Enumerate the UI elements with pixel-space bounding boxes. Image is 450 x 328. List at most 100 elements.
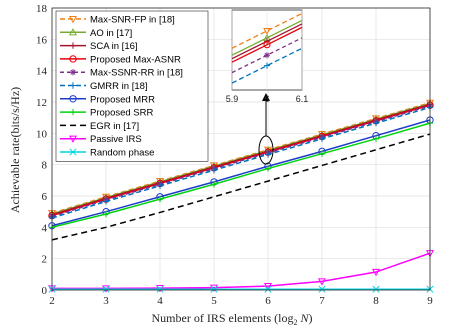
inset-data-point	[264, 62, 270, 69]
y-tick-label: 2	[42, 254, 48, 266]
zoom-arrow-head	[262, 93, 270, 101]
inset-series-line	[231, 47, 303, 84]
legend-marker	[69, 69, 77, 76]
series-line	[51, 119, 431, 227]
data-point	[372, 119, 380, 127]
legend-label: AO in [17]	[90, 28, 132, 39]
y-tick-label: 8	[42, 160, 48, 172]
data-point	[156, 182, 164, 190]
data-point	[263, 283, 273, 291]
x-axis-ticks: 2 3 4 5 6 7 8 9	[49, 295, 433, 307]
legend-marker	[69, 95, 77, 103]
data-point	[210, 181, 218, 188]
legend-label: Proposed MRR	[90, 94, 155, 105]
series-line	[52, 252, 431, 290]
series-line	[51, 105, 431, 218]
x-axis-label: Number of IRS elements (log2 N)	[152, 311, 313, 327]
inset-tick-label: 5.9	[226, 94, 239, 104]
legend-entry: Proposed SRR	[60, 108, 154, 119]
y-axis-label: Achievable rate(bits/s/Hz)	[8, 87, 22, 213]
legend-entry: EGR in [17]	[60, 121, 139, 132]
data-point	[317, 278, 327, 286]
legend-entry: Random phase	[60, 148, 154, 159]
legend-box	[55, 10, 209, 162]
legend-marker	[69, 108, 77, 116]
x-tick-label: 9	[427, 295, 433, 307]
inset-series-line	[231, 26, 303, 63]
data-point	[318, 150, 326, 157]
inset-series-line	[231, 12, 303, 49]
x-tick-label: 5	[211, 295, 217, 307]
series-line	[51, 102, 431, 215]
series-6	[48, 116, 434, 230]
data-point	[264, 165, 272, 172]
legend-label: GMRR in [18]	[90, 81, 148, 92]
legend-marker	[68, 28, 78, 36]
legend-marker	[69, 148, 77, 156]
legend-label: EGR in [17]	[90, 121, 139, 132]
data-point	[156, 285, 164, 293]
series-8	[51, 133, 431, 241]
legend-marker	[69, 42, 77, 49]
x-tick-label: 8	[373, 295, 379, 307]
legend: Max-SNR-FP in [18] AO in [17] SCA in [16] P…	[55, 10, 209, 162]
x-tick-label: 6	[265, 295, 271, 307]
data-point	[210, 285, 218, 293]
x-tick-label: 7	[319, 295, 325, 307]
legend-label: SCA in [16]	[90, 41, 138, 52]
data-point	[102, 198, 110, 205]
data-point	[102, 210, 110, 218]
inset-data-point	[263, 27, 271, 35]
plot-frame	[51, 7, 431, 291]
y-tick-label: 14	[36, 66, 48, 78]
data-point	[210, 166, 218, 174]
legend-marker	[69, 82, 77, 89]
series-line	[51, 122, 431, 229]
x-tick-label: 2	[49, 295, 55, 307]
legend-label: Max-SSNR-RR in [18]	[90, 68, 183, 79]
series-9	[47, 250, 435, 293]
legend-marker	[68, 15, 78, 24]
y-tick-label: 16	[36, 34, 48, 46]
inset-series-3	[231, 26, 303, 63]
inset-series-0	[231, 12, 303, 49]
legend-entry: AO in [17]	[60, 28, 132, 39]
inset-tick-label: 6	[264, 94, 269, 104]
inset-tick-label: 6.1	[296, 94, 309, 104]
legend-entry: Max-SNR-FP in [18]	[60, 15, 175, 26]
data-point	[318, 135, 326, 143]
data-point	[102, 285, 110, 293]
legend-entry: Proposed MRR	[60, 94, 155, 105]
y-tick-label: 12	[36, 97, 47, 109]
x-tick-label: 4	[157, 295, 163, 307]
x-tick-label: 3	[103, 295, 109, 307]
legend-marker	[68, 135, 78, 143]
data-point	[371, 268, 381, 277]
inset-data-point	[264, 52, 270, 59]
data-point	[264, 285, 272, 293]
inset-series-5	[231, 47, 303, 84]
y-tick-label: 10	[36, 128, 48, 140]
legend-label: Max-SNR-FP in [18]	[90, 15, 175, 26]
legend-label: Random phase	[90, 148, 154, 159]
legend-marker	[69, 55, 77, 63]
data-point	[155, 285, 165, 293]
legend-label: Proposed Max-ASNR	[90, 54, 181, 65]
inset-zoom-plot: 5.9 6 6.1	[226, 9, 309, 104]
data-point	[264, 151, 272, 158]
legend-entry: GMRR in [18]	[60, 81, 148, 92]
data-point	[372, 135, 380, 143]
series-10	[48, 285, 434, 293]
y-axis-ticks: 0 2 4 6 8 10 12 14 16 18	[36, 3, 48, 297]
series-line	[51, 102, 431, 214]
inset-data-point	[263, 41, 271, 49]
series-line	[51, 133, 431, 241]
y-tick-label: 4	[42, 222, 48, 234]
y-tick-label: 18	[36, 3, 48, 15]
legend-entry: Passive IRS	[60, 134, 142, 145]
series-line	[51, 103, 431, 216]
series-line	[51, 106, 431, 219]
inset-series-4	[231, 37, 303, 74]
legend-label: Passive IRS	[90, 134, 142, 145]
